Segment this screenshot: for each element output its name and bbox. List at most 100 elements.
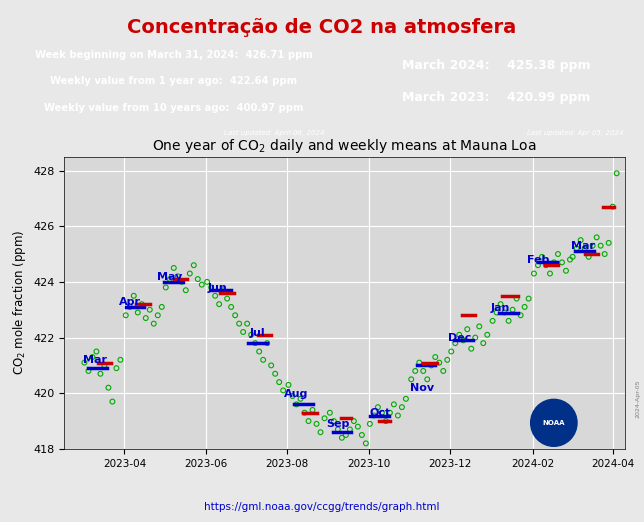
Point [596,242,606,250]
Text: https://gml.noaa.gov/ccgg/trends/graph.html: https://gml.noaa.gov/ccgg/trends/graph.h… [204,502,440,512]
Point [173,272,183,280]
Point [206,283,216,292]
Text: March 2023:    420.99 ppm: March 2023: 420.99 ppm [402,91,590,103]
Text: Mar: Mar [83,355,107,365]
Point [603,239,614,247]
Point [145,305,155,314]
Point [520,303,530,311]
Text: Sep: Sep [326,420,350,430]
Point [103,384,113,392]
Point [185,269,195,278]
Point [333,425,343,434]
Point [83,367,93,375]
Point [296,395,306,403]
Point [115,355,126,364]
Point [576,236,586,244]
Point [222,294,232,303]
Point [169,264,179,272]
Point [312,420,322,428]
Point [462,325,473,334]
Point [389,400,399,409]
Point [422,375,432,384]
Point [545,269,555,278]
Point [565,255,575,264]
Point [202,278,213,286]
Point [515,311,526,319]
Text: May: May [157,272,182,282]
Text: Dec: Dec [448,333,471,343]
Point [541,261,551,269]
Text: March 2024:    425.38 ppm: March 2024: 425.38 ppm [402,60,590,72]
Point [258,355,269,364]
Point [549,258,559,267]
Point [218,286,229,294]
Point [156,303,167,311]
Point [450,339,460,347]
Point [377,409,387,417]
Point [397,403,407,411]
Point [278,386,289,395]
Point [337,434,347,442]
Point [406,375,417,384]
Point [153,311,163,319]
Point [303,417,314,425]
Point [393,411,403,420]
Point [266,361,276,370]
Point [125,303,135,311]
Point [254,347,264,355]
Point [88,353,98,361]
Point [553,250,563,258]
Point [234,319,244,328]
Point [442,355,453,364]
Point [181,286,191,294]
Point [571,244,582,253]
Text: Jan: Jan [491,303,510,313]
Text: Aug: Aug [285,389,308,399]
Point [446,347,457,355]
Text: Apr: Apr [118,297,141,307]
Point [474,322,484,330]
Point [373,403,383,411]
Point [557,258,567,267]
Text: Nov: Nov [410,383,434,393]
Point [524,294,534,303]
Point [511,294,522,303]
Point [454,330,464,339]
Point [495,300,506,309]
Point [242,319,252,328]
Text: NOAA: NOAA [543,420,565,426]
Text: Weekly value from 1 year ago:  422.64 ppm: Weekly value from 1 year ago: 422.64 ppm [50,76,298,87]
Point [246,330,256,339]
Point [537,253,547,261]
Text: Week beginning on March 31, 2024:  426.71 ppm: Week beginning on March 31, 2024: 426.71… [35,50,313,61]
Point [434,359,444,367]
Point [165,275,175,283]
Point [592,233,602,242]
Point [316,428,326,436]
Point [426,361,437,370]
Point [287,392,298,400]
Point [325,409,335,417]
Point [587,242,598,250]
Point [238,328,249,336]
Point [149,319,159,328]
Point [262,339,272,347]
Point [466,345,477,353]
Point [133,309,143,317]
Point [600,250,610,258]
Point [583,253,594,261]
Point [196,280,207,289]
Point [529,269,539,278]
Point [319,414,330,422]
Point [341,431,351,439]
Point [357,431,367,439]
Point [79,359,90,367]
Point [410,367,421,375]
Text: Last updated: Apr 05, 2024: Last updated: Apr 05, 2024 [527,129,623,136]
Point [418,367,428,375]
Point [488,317,498,325]
Point [120,311,131,319]
Point [567,253,578,261]
Point [384,409,395,417]
Point [438,367,448,375]
